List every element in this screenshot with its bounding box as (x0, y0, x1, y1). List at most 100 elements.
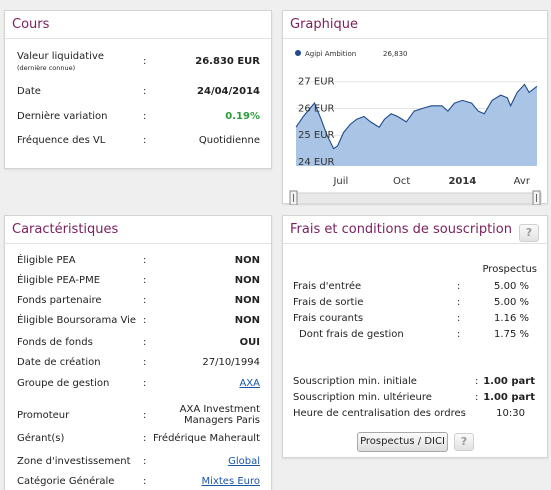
frais-sep: : (457, 296, 461, 308)
prospectus-header: Prospectus (482, 264, 537, 275)
valeur-liquidative-value: 26.830 EUR (195, 55, 260, 67)
y-tick-label: 27 EUR (298, 77, 335, 88)
graphique-title: Graphique (283, 11, 547, 39)
cours-title: Cours (5, 11, 271, 39)
carac-sep: : (143, 455, 147, 467)
carac-row: Fonds de fonds: OUI (5, 335, 271, 349)
frais-panel: Frais et conditions de souscription ? Pr… (282, 215, 548, 458)
frais-sep: : (457, 280, 461, 292)
carac-value[interactable]: AXA (239, 377, 260, 389)
carac-row: Éligible Boursorama Vie: NON (5, 313, 271, 327)
cours-label: Valeur liquidative (dernière connue) (17, 50, 105, 72)
fee-row: Frais de sortie: 5.00 % (283, 295, 547, 309)
carac-label: Éligible PEA-PME (17, 274, 101, 286)
series-line (295, 83, 538, 150)
carac-label: Zone d'investissement (17, 455, 131, 467)
frais-value: 5.00 % (494, 280, 529, 292)
carac-sep: : (143, 314, 147, 326)
cours-row-valeur: Valeur liquidative (dernière connue) : 2… (17, 50, 260, 72)
carac-value[interactable]: Mixtes Euro (201, 475, 260, 487)
carac-sep: : (143, 475, 147, 487)
cours-row-variation: Dernière variation : 0.19% (17, 110, 260, 122)
frais-sep: : (457, 328, 461, 340)
frais-value: 1.16 % (494, 312, 529, 324)
x-tick-label: Oct (393, 176, 410, 187)
fee-row: Frais courants: 1.16 % (283, 311, 547, 325)
carac-value-line: AXA Investment (179, 404, 260, 415)
carac-label: Éligible PEA (17, 254, 76, 266)
carac-sep: : (143, 432, 147, 444)
cours-row-frequence: Fréquence des VL : Quotidienne (17, 134, 260, 146)
subscription-row: Souscription min. ultérieure:1.00 part (283, 390, 547, 404)
carac-label: Gérant(s) (17, 432, 65, 444)
frais-label: Heure de centralisation des ordres (293, 407, 466, 419)
prospectus-help-button[interactable]: ? (454, 433, 474, 451)
carac-row: Groupe de gestion: AXA (5, 376, 271, 390)
carac-value: 27/10/1994 (202, 356, 260, 368)
carac-label: Éligible Boursorama Vie (17, 314, 137, 326)
carac-row: Fonds partenaire: NON (5, 293, 271, 307)
legend-value: 26,830 (383, 50, 408, 58)
fee-row: Dont frais de gestion: 1.75 % (283, 327, 547, 341)
frais-label: Frais d'entrée (293, 280, 362, 292)
carac-row: Catégorie Générale: Mixtes Euro (5, 474, 271, 488)
carac-value: OUI (239, 336, 260, 348)
carac-value: NON (234, 274, 260, 286)
fee-row: Frais d'entrée: 5.00 % (283, 279, 547, 293)
frais-sep: : (457, 312, 461, 324)
carac-value[interactable]: Global (228, 455, 260, 467)
frais-value: 5.00 % (494, 296, 529, 308)
carac-sep: : (143, 336, 147, 348)
frais-value: 1.75 % (494, 328, 529, 340)
frais-label: Souscription min. ultérieure (293, 391, 432, 403)
carac-sep: : (143, 356, 147, 368)
carac-sep: : (143, 254, 147, 266)
cours-sublabel: (dernière connue) (17, 63, 76, 72)
cours-row-date: Date : 24/04/2014 (17, 85, 260, 97)
legend-name: Agipi Ambition (305, 50, 356, 58)
carac-sep: : (143, 409, 147, 421)
y-tick-label: 24 EUR (298, 157, 335, 168)
carac-label: Fonds de fonds (17, 336, 93, 348)
price-chart[interactable]: Agipi Ambition 26,830 27 EUR 26 EUR 25 EUR… (283, 41, 547, 205)
variation-value: 0.19% (225, 110, 260, 122)
carac-row: Promoteur: AXA Investment Managers Paris (5, 402, 271, 428)
navigator-track[interactable] (290, 192, 542, 205)
carac-row: Gérant(s): Frédérique Maherault (5, 431, 271, 445)
frais-label: Frais courants (293, 312, 364, 324)
y-tick-label: 26 EUR (298, 103, 335, 114)
subscription-row: Heure de centralisation des ordres 10:30 (283, 406, 547, 420)
caracteristiques-panel: Caractéristiques Éligible PEA: NON Éligibl… (4, 215, 272, 490)
carac-value: Frédérique Maherault (153, 432, 260, 444)
frais-value: 1.00 part (483, 375, 535, 387)
date-value: 24/04/2014 (197, 85, 260, 97)
frais-value: 1.00 part (483, 391, 535, 403)
carac-row: Zone d'investissement: Global (5, 454, 271, 468)
legend-marker (295, 50, 301, 56)
carac-sep: : (143, 294, 147, 306)
carac-label: Catégorie Générale (17, 475, 115, 487)
carac-label: Promoteur (17, 409, 70, 421)
graphique-panel: Graphique Agipi Ambition 26,830 27 EUR 26… (282, 10, 548, 205)
carac-sep: : (143, 274, 147, 286)
carac-value-line: Managers Paris (183, 415, 260, 426)
frais-title: Frais et conditions de souscription (283, 216, 547, 244)
carac-label: Fonds partenaire (17, 294, 102, 306)
carac-label: Groupe de gestion (17, 377, 110, 389)
carac-value: NON (234, 294, 260, 306)
frais-label: Dont frais de gestion (299, 328, 404, 340)
frais-label: Frais de sortie (293, 296, 364, 308)
cours-panel: Cours Valeur liquidative (dernière connu… (4, 10, 272, 169)
frais-sep: : (475, 375, 479, 387)
prospectus-dici-button[interactable]: Prospectus / DICI (357, 432, 448, 452)
carac-sep: : (143, 377, 147, 389)
x-tick-label: Avr (514, 176, 531, 187)
x-tick-label: 2014 (448, 176, 476, 187)
y-tick-label: 25 EUR (298, 130, 335, 141)
carac-value: AXA Investment Managers Paris (180, 404, 260, 426)
carac-row: Date de création: 27/10/1994 (5, 355, 271, 369)
carac-value: NON (234, 314, 260, 326)
frequence-value: Quotidienne (198, 134, 260, 146)
help-button[interactable]: ? (519, 224, 539, 242)
carac-value: NON (234, 254, 260, 266)
